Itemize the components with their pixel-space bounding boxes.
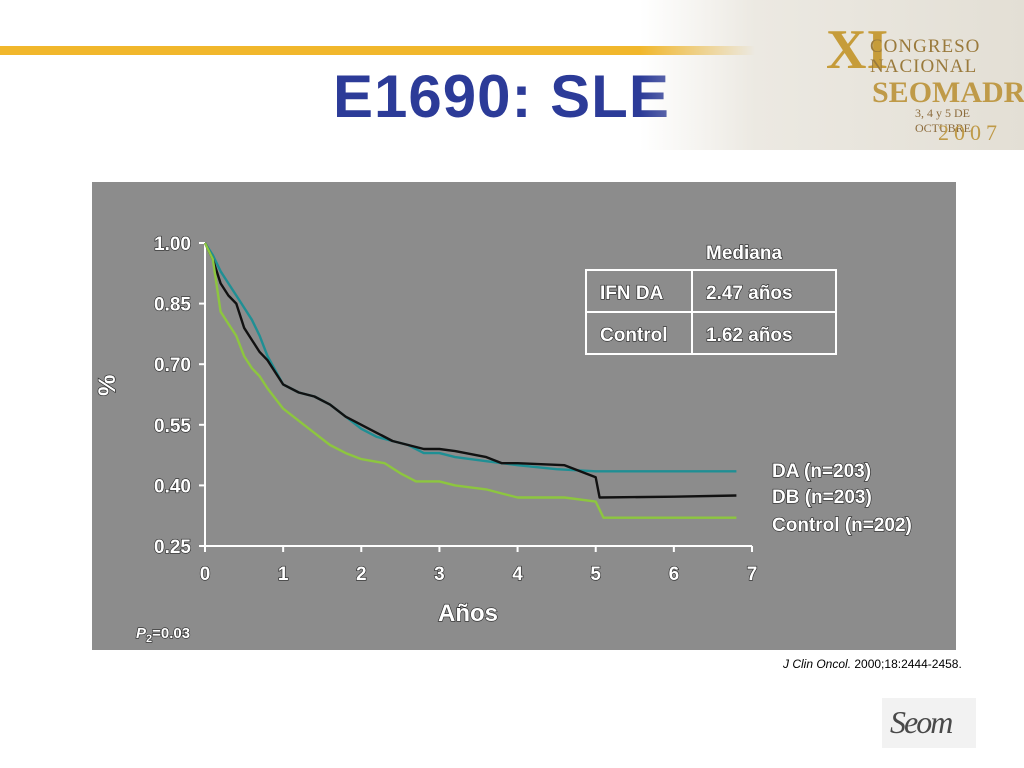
x-tick-label: 0	[200, 564, 211, 585]
median-row-label-ifn: IFN DA	[600, 283, 664, 304]
y-tick-label: 0.25	[154, 537, 191, 558]
logo-numeral: XI	[826, 19, 889, 81]
logo-line-5: 2007	[938, 120, 1002, 145]
x-tick-label: 6	[669, 564, 680, 585]
series-line-1	[203, 242, 737, 499]
x-tick-label: 5	[590, 564, 601, 585]
logo-line-4: 3, 4 y 5 DE OCTUBRE	[915, 106, 972, 135]
accent-bar	[0, 46, 820, 55]
series-line-0	[203, 242, 737, 473]
citation: J Clin Oncol. 2000;18:2444-2458.	[783, 657, 962, 671]
median-table-header: Mediana	[706, 243, 782, 264]
median-row-value-ifn: 2.47 años	[706, 283, 793, 304]
y-tick-label: 0.40	[154, 476, 191, 497]
median-row-label-control: Control	[600, 325, 668, 346]
chart-panel: 0.25 0.40 0.55 0.70 0.85 1.00 0 1 2 3 4 5 6 7 Mediana…	[92, 182, 956, 650]
median-row-value-control: 1.62 años	[706, 325, 793, 346]
x-tick-label: 7	[747, 564, 758, 585]
p-value: P2=0.03	[136, 625, 190, 645]
x-tick-label: 1	[278, 564, 289, 585]
y-tick-label: 1.00	[154, 234, 191, 255]
y-tick-label: 0.55	[154, 416, 191, 437]
congress-logo: XI CONGRESO NACIONAL SEOMADRID 3, 4 y 5 …	[640, 0, 1024, 150]
y-tick-label: 0.85	[154, 295, 191, 316]
x-tick-label: 3	[434, 564, 445, 585]
x-axis-title: Años	[438, 600, 498, 627]
logo-line-3: SEOMADRID	[872, 76, 1024, 109]
survival-chart: 0.25 0.40 0.55 0.70 0.85 1.00 0 1 2 3 4 5 6 7 Mediana…	[93, 233, 912, 645]
y-axis-title: %	[94, 375, 121, 396]
slide-title: E1690: SLE	[333, 63, 670, 130]
legend-da: DA (n=203)	[772, 461, 871, 482]
median-table: Mediana IFN DA 2.47 años Control 1.62 añ…	[585, 242, 837, 355]
legend-control: Control (n=202)	[772, 515, 912, 536]
seom-footer-logo: Seom	[882, 698, 976, 748]
x-tick-label: 4	[512, 564, 523, 585]
x-tick-label: 2	[356, 564, 367, 585]
legend-db: DB (n=203)	[772, 487, 872, 508]
logo-line-2: NACIONAL	[870, 56, 978, 77]
y-tick-label: 0.70	[154, 355, 191, 376]
logo-line-1: CONGRESO	[870, 36, 981, 57]
series-line-2	[203, 242, 737, 519]
